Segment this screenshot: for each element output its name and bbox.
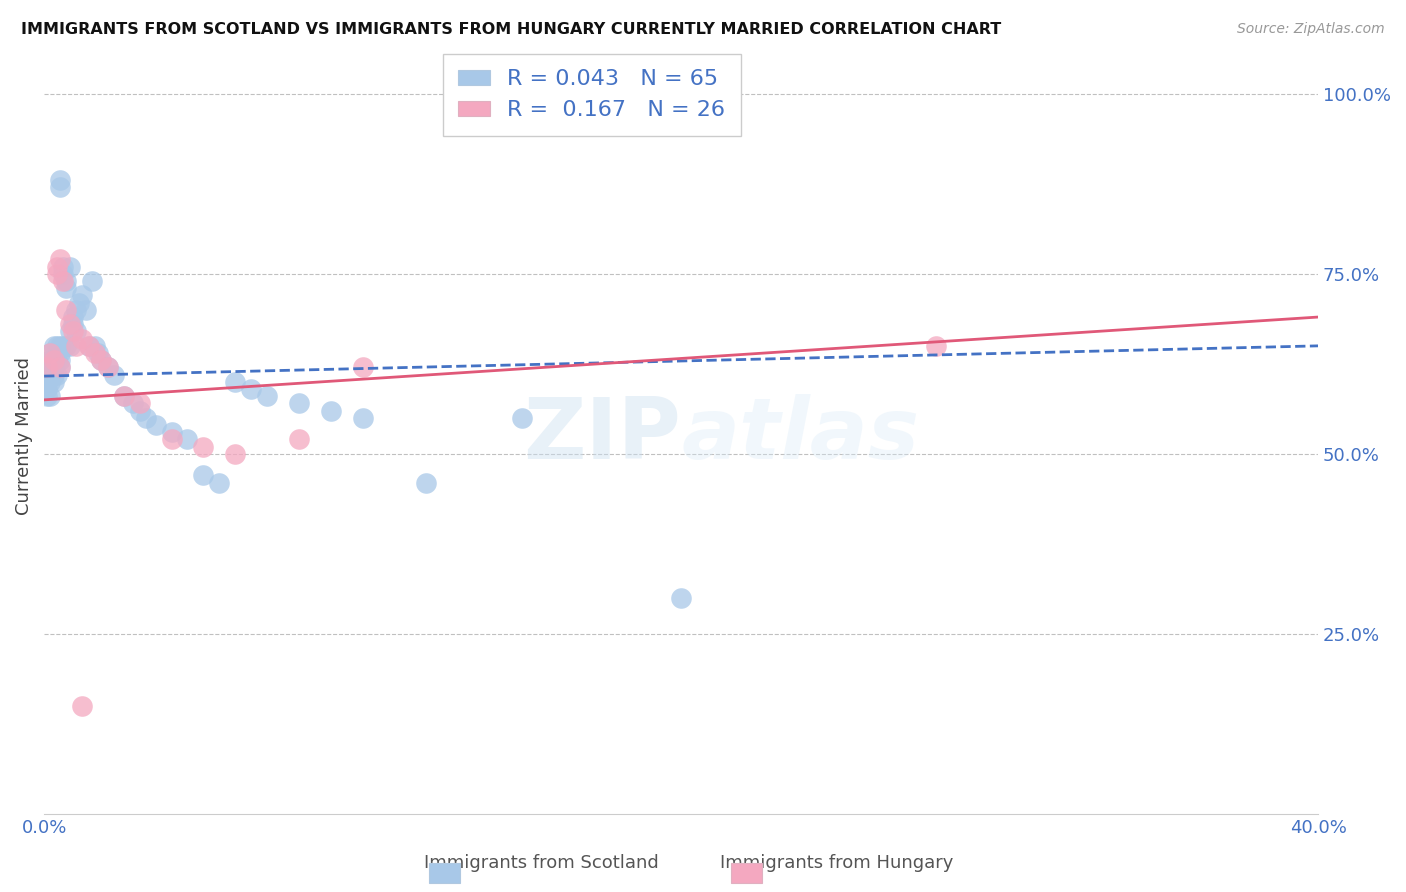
Point: [49, 173, 72, 187]
Point: [160, 433, 183, 447]
Point: [224, 447, 246, 461]
Point: [37, 360, 59, 375]
Point: [42, 360, 65, 375]
Point: [42, 353, 65, 368]
Legend: R = 0.043   N = 65, R =  0.167   N = 26: R = 0.043 N = 65, R = 0.167 N = 26: [443, 54, 741, 136]
Point: [62, 325, 84, 339]
Point: [52, 260, 75, 274]
Point: [256, 389, 278, 403]
Point: [55, 339, 77, 353]
Point: [510, 410, 533, 425]
Point: [103, 368, 125, 382]
Point: [37, 382, 59, 396]
Point: [65, 325, 87, 339]
Point: [84, 346, 107, 360]
Point: [52, 274, 75, 288]
Point: [45, 267, 67, 281]
Point: [39, 346, 62, 360]
Point: [52, 339, 75, 353]
Point: [75, 302, 97, 317]
Point: [49, 360, 72, 375]
Text: Immigrants from Scotland: Immigrants from Scotland: [425, 855, 658, 872]
Point: [352, 410, 374, 425]
Point: [72, 288, 94, 302]
Point: [55, 281, 77, 295]
Point: [42, 339, 65, 353]
Point: [45, 339, 67, 353]
Point: [97, 360, 120, 375]
Point: [55, 274, 77, 288]
Text: IMMIGRANTS FROM SCOTLAND VS IMMIGRANTS FROM HUNGARY CURRENTLY MARRIED CORRELATIO: IMMIGRANTS FROM SCOTLAND VS IMMIGRANTS F…: [21, 22, 1001, 37]
Point: [112, 389, 135, 403]
Point: [55, 302, 77, 317]
Point: [288, 396, 311, 410]
Point: [39, 368, 62, 382]
Text: Immigrants from Hungary: Immigrants from Hungary: [720, 855, 953, 872]
Point: [37, 375, 59, 389]
Point: [87, 346, 110, 360]
Point: [415, 475, 437, 490]
Point: [49, 252, 72, 267]
Point: [58, 318, 80, 332]
Point: [97, 360, 120, 375]
Point: [288, 433, 311, 447]
Point: [45, 353, 67, 368]
Point: [65, 339, 87, 353]
Point: [77, 339, 100, 353]
Point: [49, 353, 72, 368]
Text: atlas: atlas: [681, 394, 920, 477]
Point: [52, 267, 75, 281]
Text: Source: ZipAtlas.com: Source: ZipAtlas.com: [1237, 22, 1385, 37]
Point: [84, 339, 107, 353]
Y-axis label: Currently Married: Currently Married: [15, 357, 32, 515]
Point: [58, 325, 80, 339]
Point: [145, 418, 167, 433]
Point: [67, 295, 90, 310]
Point: [62, 318, 84, 332]
Point: [319, 403, 342, 417]
Point: [58, 260, 80, 274]
Point: [45, 368, 67, 382]
Point: [39, 353, 62, 368]
Point: [80, 274, 103, 288]
Point: [72, 332, 94, 346]
Point: [37, 389, 59, 403]
Point: [90, 353, 112, 368]
Point: [72, 698, 94, 713]
Point: [49, 339, 72, 353]
Point: [77, 339, 100, 353]
Point: [176, 433, 198, 447]
Point: [39, 346, 62, 360]
Point: [37, 360, 59, 375]
Point: [39, 375, 62, 389]
Point: [112, 389, 135, 403]
Point: [122, 396, 145, 410]
Point: [42, 375, 65, 389]
Point: [58, 339, 80, 353]
Text: ZIP: ZIP: [523, 394, 681, 477]
Point: [49, 180, 72, 194]
Point: [45, 346, 67, 360]
Point: [39, 389, 62, 403]
Point: [90, 353, 112, 368]
Point: [42, 368, 65, 382]
Point: [49, 346, 72, 360]
Point: [45, 260, 67, 274]
Point: [160, 425, 183, 440]
Point: [208, 475, 231, 490]
Point: [49, 360, 72, 375]
Point: [135, 410, 157, 425]
Point: [65, 302, 87, 317]
Point: [193, 440, 215, 454]
Point: [240, 382, 263, 396]
Point: [128, 396, 150, 410]
Point: [193, 468, 215, 483]
Point: [925, 339, 948, 353]
Point: [42, 353, 65, 368]
Point: [224, 375, 246, 389]
Point: [62, 310, 84, 324]
Point: [352, 360, 374, 375]
Point: [669, 591, 692, 605]
Point: [128, 403, 150, 417]
